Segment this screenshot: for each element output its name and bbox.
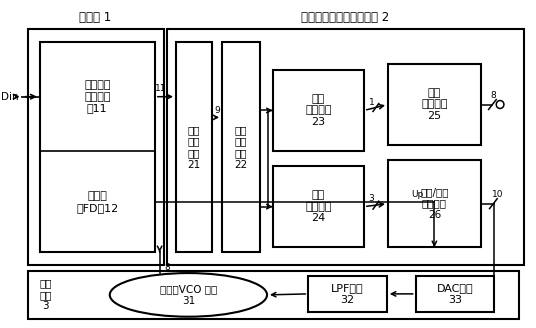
Text: 鉴频器
（FD）12: 鉴频器 （FD）12: [76, 191, 118, 213]
Text: Din: Din: [1, 92, 19, 102]
Text: LPF电路
32: LPF电路 32: [331, 283, 364, 305]
Bar: [40, 42, 155, 252]
Bar: [167, 29, 524, 265]
Bar: [388, 160, 481, 247]
Bar: [273, 70, 364, 151]
Text: 10: 10: [492, 190, 503, 199]
Bar: [176, 42, 212, 252]
Bar: [308, 276, 387, 312]
Bar: [222, 42, 260, 252]
Text: 11: 11: [155, 84, 166, 93]
Text: Up: Up: [411, 190, 423, 199]
Text: 8: 8: [165, 263, 170, 272]
Text: 频率/相位
调整电路
26: 频率/相位 调整电路 26: [420, 187, 449, 220]
Ellipse shape: [110, 273, 267, 317]
Text: 相位
信息电路
24: 相位 信息电路 24: [305, 190, 332, 223]
Text: 数据恢复与频相控制电路 2: 数据恢复与频相控制电路 2: [301, 11, 389, 24]
Bar: [416, 276, 494, 312]
Text: 8: 8: [490, 91, 496, 100]
Bar: [28, 29, 165, 265]
Text: 反馈
电路
3: 反馈 电路 3: [39, 278, 52, 312]
Bar: [388, 64, 481, 145]
Text: 多相位VCO 电路
31: 多相位VCO 电路 31: [160, 284, 217, 306]
Text: 数据
恢复电路
23: 数据 恢复电路 23: [305, 94, 332, 127]
Bar: [28, 271, 519, 319]
Circle shape: [496, 101, 504, 109]
Text: 字节
调整电路
25: 字节 调整电路 25: [421, 88, 448, 121]
Text: 9: 9: [214, 106, 220, 115]
Text: 滤波
整形
电路
21: 滤波 整形 电路 21: [188, 125, 201, 170]
Text: 1: 1: [369, 98, 375, 107]
Text: 边沿
检测
电路
22: 边沿 检测 电路 22: [235, 125, 248, 170]
Bar: [273, 166, 364, 247]
Text: 多路平行
过采样电
路11: 多路平行 过采样电 路11: [84, 80, 110, 113]
Text: 3: 3: [369, 194, 375, 203]
Text: DAC电路
33: DAC电路 33: [437, 283, 473, 305]
Text: 接收器 1: 接收器 1: [79, 11, 111, 24]
